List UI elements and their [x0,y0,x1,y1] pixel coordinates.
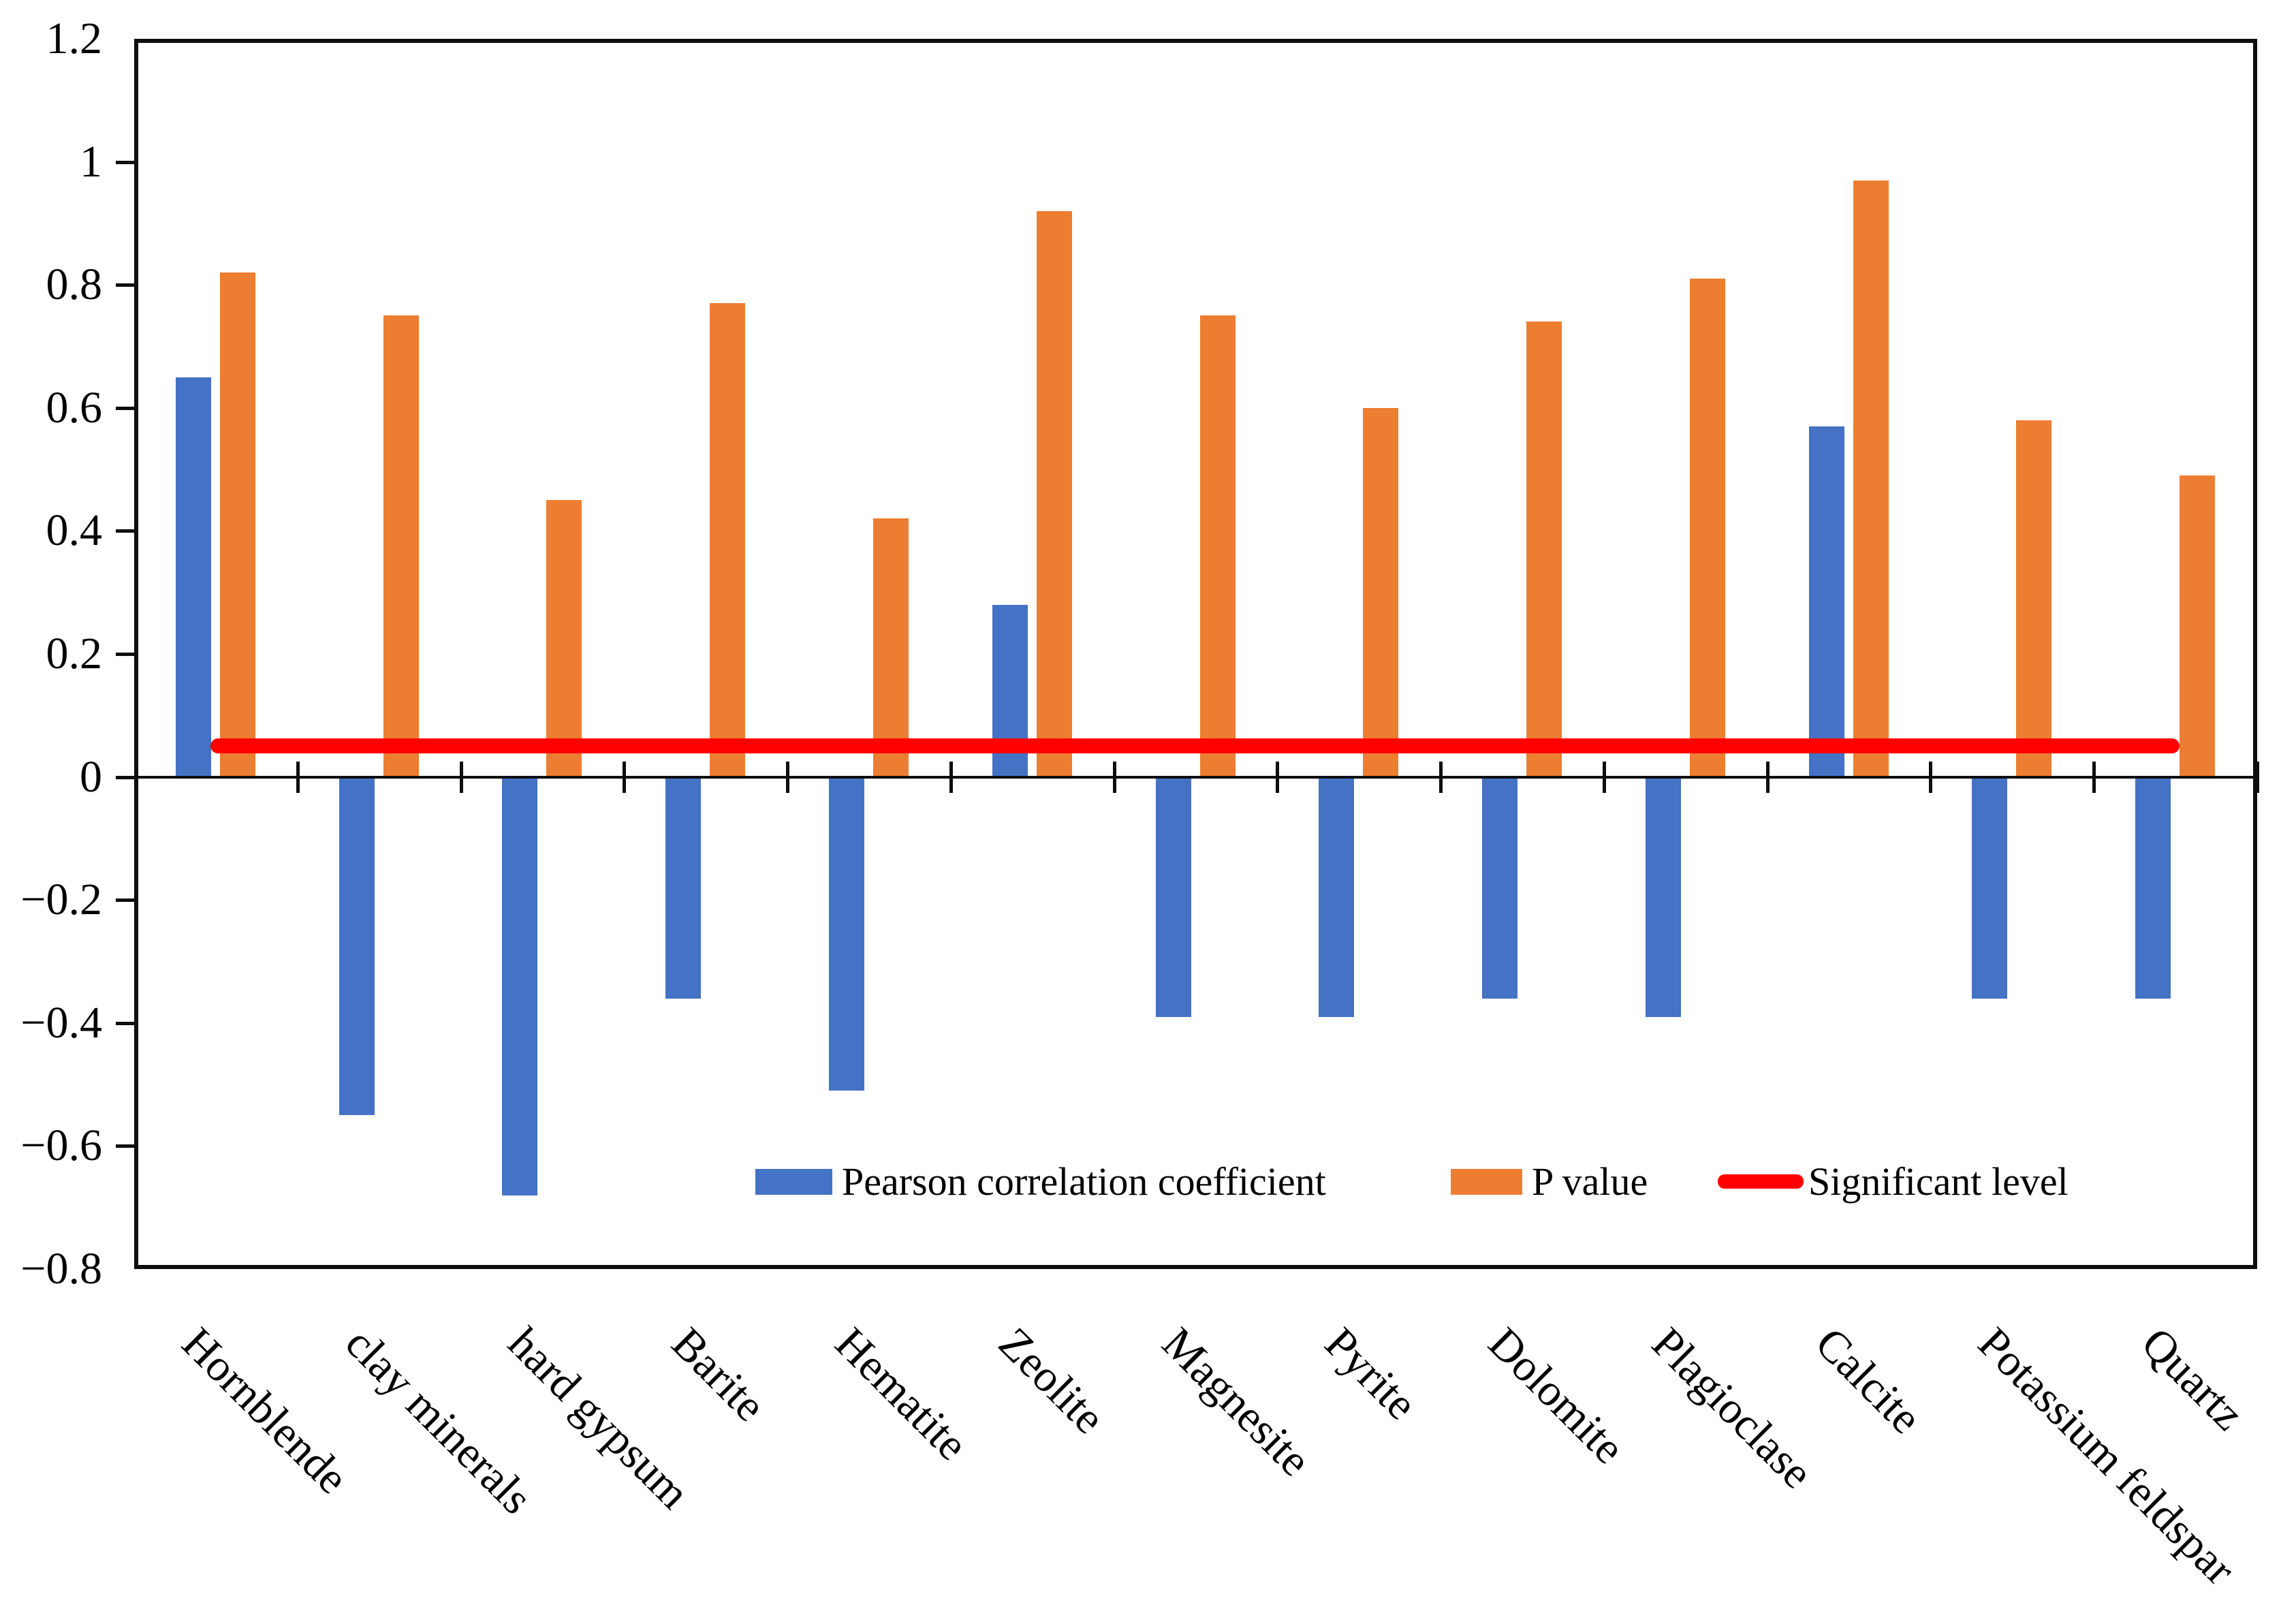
y-tick-label: −0.2 [20,875,102,925]
y-axis-tick [116,160,134,164]
pearson-bar-hematite [828,777,864,1091]
y-tick-label: 1.2 [46,14,103,63]
y-axis-tick [116,653,134,656]
x-category-label: Zeolite [988,1318,1114,1443]
x-category-label: Magnesite [1152,1318,1320,1486]
pvalue-bar-barite [710,303,746,777]
x-category-label: Barite [662,1318,776,1431]
pvalue-bar-zeolite [1036,210,1072,777]
pearson-bar-potassium-feldspar [1972,777,2008,999]
y-axis-tick [116,406,134,410]
y-tick-label: −0.8 [20,1244,102,1294]
pvalue-bar-plagioclase [1689,279,1725,777]
pearson-bar-magnesite [1155,777,1191,1017]
y-axis-tick [116,1144,134,1148]
pvalue-bar-pyrite [1363,407,1399,777]
pvalue-bar-hard-gypsum [546,500,582,777]
pearson-legend-label: Pearson correlation coefficient [842,1159,1326,1204]
pvalue-bar-hematite [872,518,909,777]
pvalue-bar-hornblende [219,272,255,777]
x-category-label: Dolomite [1479,1318,1635,1474]
x-axis-line [134,775,2257,779]
x-category-label: Calcite [1805,1318,1931,1443]
x-category-label: Hematite [825,1318,977,1470]
y-tick-label: 0.4 [46,505,103,556]
pearson-legend-swatch [755,1169,832,1195]
y-axis-tick [116,283,134,287]
pearson-bar-pyrite [1319,777,1355,1017]
y-axis-tick [116,1021,134,1025]
plot-area [134,39,2257,1269]
x-category-label: Plagioclase [1642,1318,1823,1499]
x-axis-tick [1765,761,1770,793]
pvalue-legend-label: P value [1532,1159,1648,1204]
pvalue-bar-dolomite [1526,322,1562,777]
significant-level-line [210,738,2180,754]
pvalue-bar-quartz [2180,475,2216,777]
y-tick-label: 0.2 [46,629,103,678]
pvalue-bar-calcite [1853,180,1889,777]
x-axis-tick [1439,761,1443,793]
y-axis-tick [116,529,134,533]
x-axis-tick [1112,761,1116,793]
y-tick-label: 0.8 [46,260,103,310]
pearson-bar-clay-minerals [339,777,375,1116]
x-category-label: Hornblende [172,1318,358,1504]
x-axis-tick [1929,761,1933,793]
pearson-bar-quartz [2135,777,2171,999]
x-axis-tick [2256,761,2259,793]
y-tick-label: −0.6 [20,1121,102,1171]
pvalue-bar-potassium-feldspar [2016,420,2052,777]
pearson-bar-barite [665,777,702,999]
pearson-bar-calcite [1808,426,1844,777]
x-axis-tick [623,761,627,793]
significant-level-legend-line [1718,1174,1804,1189]
pvalue-bar-magnesite [1199,315,1236,777]
x-category-label: Quartz [2132,1318,2254,1440]
y-tick-label: 0.6 [46,382,103,433]
pvalue-bar-clay-minerals [383,315,419,777]
y-tick-label: 0 [80,751,102,802]
x-category-label: Pyrite [1315,1318,1427,1430]
y-tick-label: 1 [80,136,102,187]
pearson-bar-hornblende [175,377,211,777]
x-axis-tick [459,761,463,793]
y-tick-label: −0.4 [20,997,102,1048]
significant-level-legend-label: Significant level [1808,1159,2069,1204]
x-axis-tick [296,761,300,793]
pvalue-legend-swatch [1451,1169,1522,1195]
pearson-bar-plagioclase [1645,777,1681,1017]
x-axis-tick [2092,761,2096,793]
pearson-bar-dolomite [1482,777,1518,999]
pearson-bar-hard-gypsum [502,777,538,1195]
x-axis-tick [949,761,953,793]
y-axis-tick [116,898,134,903]
y-axis-tick [116,775,134,779]
x-axis-tick [786,761,790,793]
x-axis-tick [1276,761,1280,793]
x-axis-tick [1602,761,1606,793]
